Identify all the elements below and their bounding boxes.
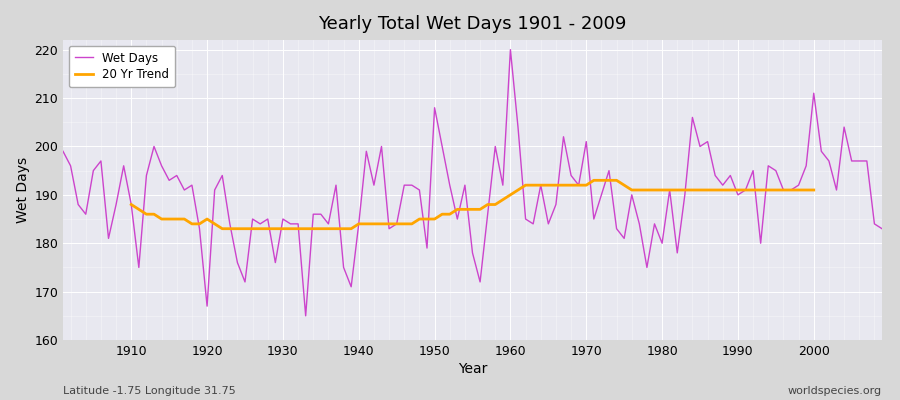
20 Yr Trend bbox=[210, 222, 220, 226]
20 Yr Trend bbox=[527, 183, 538, 188]
20 Yr Trend bbox=[801, 188, 812, 192]
Wet Days bbox=[520, 217, 531, 222]
Wet Days bbox=[338, 265, 349, 270]
Wet Days bbox=[877, 226, 887, 231]
Wet Days bbox=[301, 314, 311, 318]
Wet Days bbox=[611, 226, 622, 231]
X-axis label: Year: Year bbox=[458, 362, 487, 376]
20 Yr Trend bbox=[808, 188, 819, 192]
Title: Yearly Total Wet Days 1901 - 2009: Yearly Total Wet Days 1901 - 2009 bbox=[319, 15, 626, 33]
Wet Days bbox=[118, 164, 129, 168]
Wet Days bbox=[285, 222, 296, 226]
Legend: Wet Days, 20 Yr Trend: Wet Days, 20 Yr Trend bbox=[69, 46, 175, 87]
Line: Wet Days: Wet Days bbox=[63, 50, 882, 316]
Text: worldspecies.org: worldspecies.org bbox=[788, 386, 882, 396]
20 Yr Trend bbox=[126, 202, 137, 207]
20 Yr Trend bbox=[717, 188, 728, 192]
Y-axis label: Wet Days: Wet Days bbox=[16, 157, 30, 223]
20 Yr Trend bbox=[589, 178, 599, 183]
20 Yr Trend bbox=[308, 226, 319, 231]
Line: 20 Yr Trend: 20 Yr Trend bbox=[131, 180, 814, 229]
Wet Days bbox=[505, 47, 516, 52]
Wet Days bbox=[513, 125, 524, 130]
20 Yr Trend bbox=[292, 226, 303, 231]
20 Yr Trend bbox=[217, 226, 228, 231]
Text: Latitude -1.75 Longitude 31.75: Latitude -1.75 Longitude 31.75 bbox=[63, 386, 236, 396]
Wet Days bbox=[58, 149, 68, 154]
